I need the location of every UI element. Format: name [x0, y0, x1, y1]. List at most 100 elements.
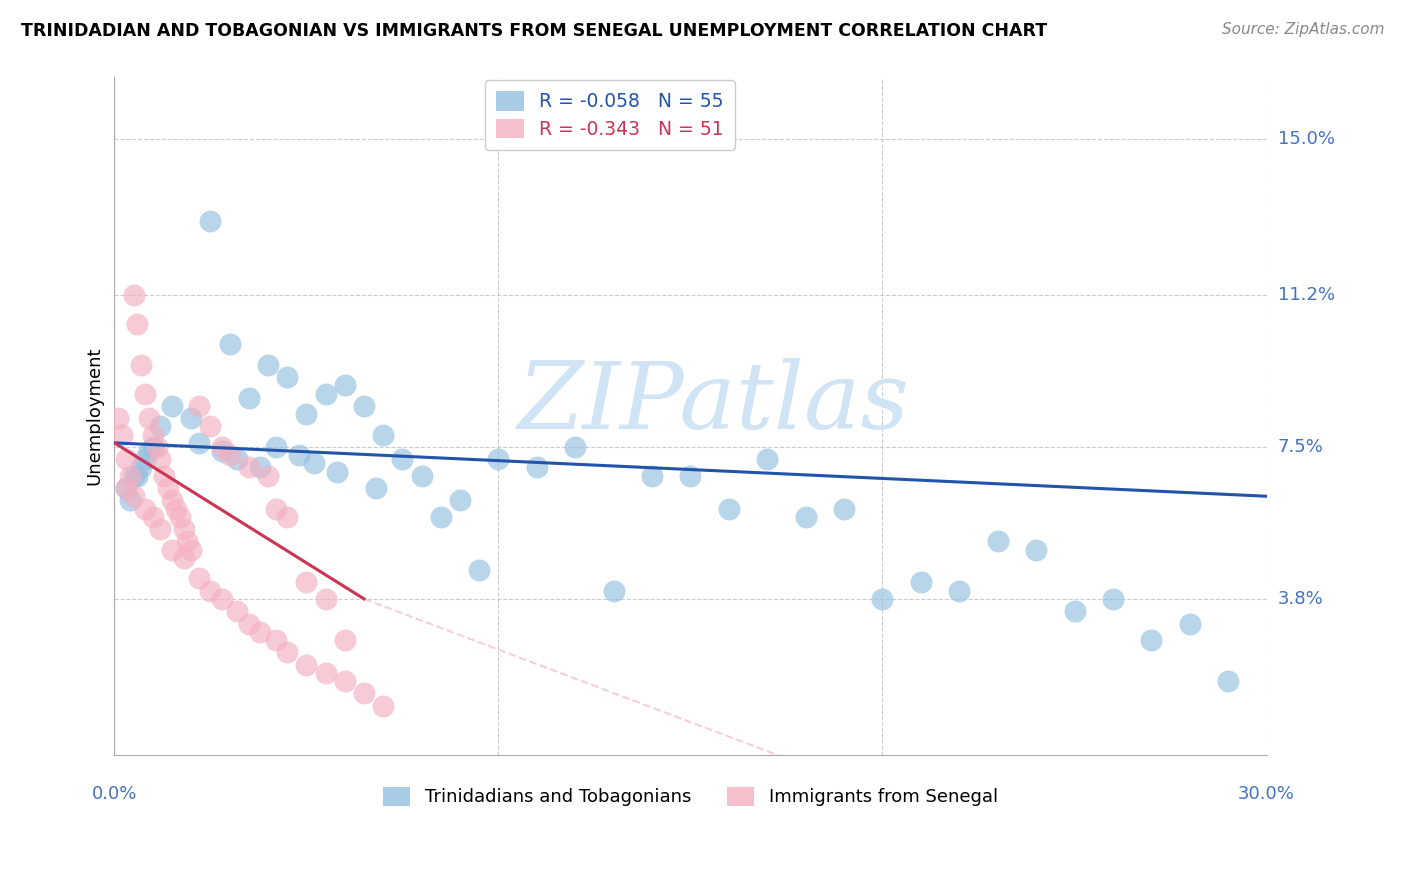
Point: [987, 534, 1010, 549]
Point: [564, 440, 586, 454]
Point: [315, 386, 337, 401]
Point: [134, 501, 156, 516]
Text: 3.8%: 3.8%: [1278, 590, 1323, 607]
Point: [353, 686, 375, 700]
Point: [218, 337, 240, 351]
Point: [333, 673, 356, 688]
Text: 11.2%: 11.2%: [1278, 286, 1334, 304]
Point: [138, 411, 160, 425]
Point: [449, 493, 471, 508]
Point: [373, 427, 395, 442]
Point: [160, 493, 183, 508]
Point: [187, 571, 209, 585]
Point: [200, 583, 222, 598]
Point: [910, 575, 932, 590]
Point: [1216, 673, 1239, 688]
Point: [295, 657, 318, 672]
Point: [149, 522, 172, 536]
Point: [129, 358, 152, 372]
Point: [411, 468, 433, 483]
Point: [756, 452, 779, 467]
Point: [153, 468, 176, 483]
Point: [276, 509, 298, 524]
Point: [118, 493, 141, 508]
Point: [160, 542, 183, 557]
Point: [180, 542, 202, 557]
Point: [276, 645, 298, 659]
Point: [302, 456, 325, 470]
Point: [145, 440, 167, 454]
Point: [373, 698, 395, 713]
Point: [165, 501, 187, 516]
Point: [287, 448, 309, 462]
Point: [641, 468, 664, 483]
Point: [160, 399, 183, 413]
Point: [526, 460, 548, 475]
Point: [315, 591, 337, 606]
Point: [118, 468, 141, 483]
Point: [187, 399, 209, 413]
Point: [180, 411, 202, 425]
Y-axis label: Unemployment: Unemployment: [86, 347, 103, 485]
Point: [218, 448, 240, 462]
Point: [948, 583, 970, 598]
Point: [315, 665, 337, 680]
Point: [122, 489, 145, 503]
Point: [1178, 616, 1201, 631]
Point: [127, 468, 149, 483]
Point: [717, 501, 740, 516]
Point: [1140, 632, 1163, 647]
Text: ZIPatlas: ZIPatlas: [517, 358, 910, 448]
Point: [122, 468, 145, 483]
Point: [333, 378, 356, 392]
Point: [295, 407, 318, 421]
Point: [238, 391, 260, 405]
Point: [134, 386, 156, 401]
Text: 0.0%: 0.0%: [91, 786, 138, 804]
Point: [211, 591, 233, 606]
Point: [353, 399, 375, 413]
Point: [173, 522, 195, 536]
Point: [1102, 591, 1125, 606]
Point: [226, 604, 249, 618]
Point: [129, 460, 152, 475]
Point: [249, 624, 271, 639]
Point: [149, 419, 172, 434]
Legend: Trinidadians and Tobagonians, Immigrants from Senegal: Trinidadians and Tobagonians, Immigrants…: [375, 780, 1005, 814]
Point: [115, 452, 138, 467]
Point: [149, 452, 172, 467]
Text: 30.0%: 30.0%: [1239, 786, 1295, 804]
Point: [391, 452, 413, 467]
Text: Source: ZipAtlas.com: Source: ZipAtlas.com: [1222, 22, 1385, 37]
Point: [134, 452, 156, 467]
Point: [142, 509, 165, 524]
Point: [679, 468, 702, 483]
Point: [238, 616, 260, 631]
Point: [111, 427, 134, 442]
Point: [200, 419, 222, 434]
Point: [142, 427, 165, 442]
Point: [142, 440, 165, 454]
Point: [794, 509, 817, 524]
Point: [1063, 604, 1085, 618]
Point: [173, 550, 195, 565]
Point: [264, 440, 287, 454]
Point: [468, 563, 491, 577]
Point: [488, 452, 510, 467]
Point: [602, 583, 624, 598]
Point: [264, 501, 287, 516]
Point: [115, 481, 138, 495]
Point: [430, 509, 453, 524]
Point: [187, 435, 209, 450]
Point: [169, 509, 191, 524]
Point: [1025, 542, 1047, 557]
Point: [326, 465, 349, 479]
Point: [249, 460, 271, 475]
Text: 7.5%: 7.5%: [1278, 438, 1323, 456]
Point: [157, 481, 180, 495]
Point: [115, 481, 138, 495]
Point: [832, 501, 855, 516]
Point: [257, 358, 280, 372]
Point: [264, 632, 287, 647]
Point: [226, 452, 249, 467]
